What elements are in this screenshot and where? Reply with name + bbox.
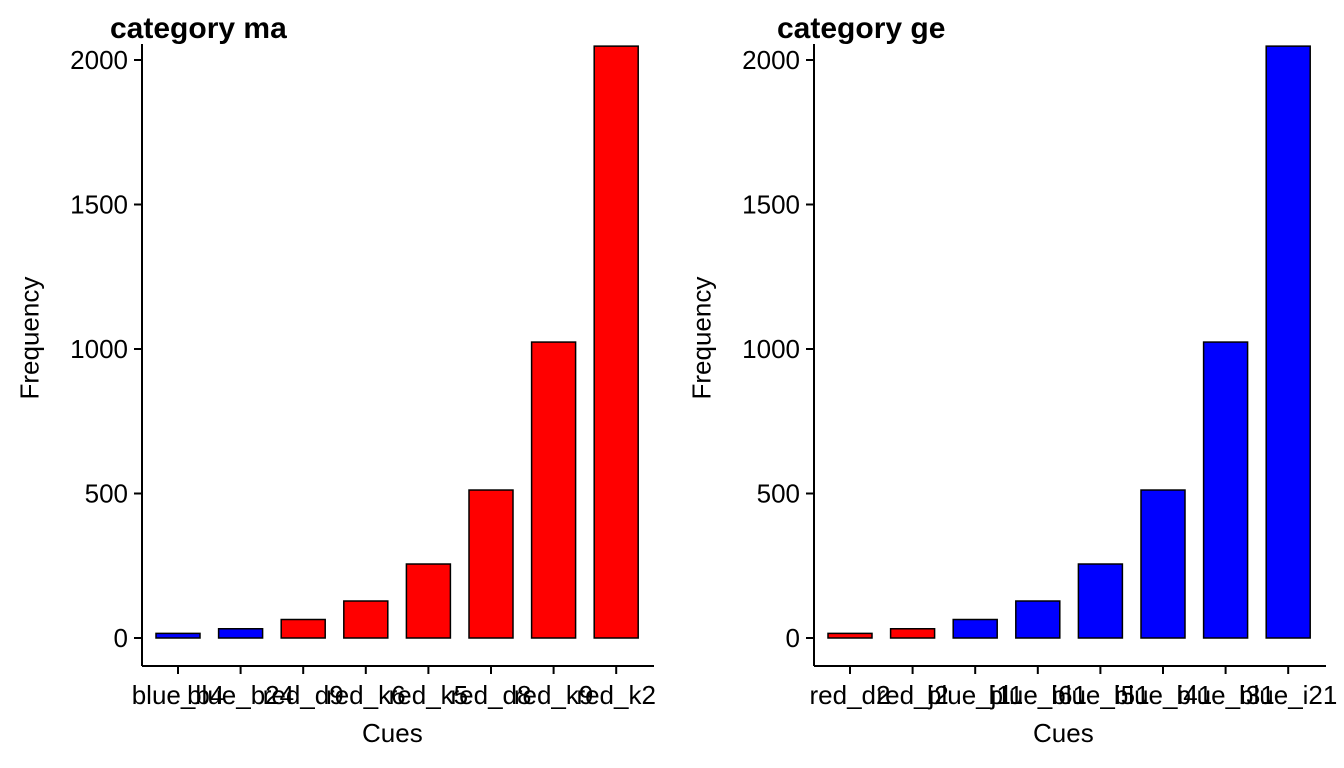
y-tick-label: 2000 [742,45,800,75]
x-axis-label: Cues [362,718,423,748]
y-axis-label: Frequency [14,276,45,400]
x-tick-label: blue_b4 [132,680,225,710]
bar [155,632,201,639]
bar [827,632,873,639]
x-tick-label: red_d8 [451,680,532,710]
chart-svg: 0500100015002000blue_b4blue_b24red_d9red… [70,44,656,710]
bar [952,618,998,639]
chart-panel-ma: category ma 0 500 1000 1500 2000 blue_b4 blue_… [14,12,656,748]
x-tick-label: blue_i61 [989,680,1087,710]
bar [530,341,577,639]
bar [1077,563,1124,639]
bar [1140,489,1186,639]
bar [593,45,639,639]
bar [343,600,389,639]
chart-title: category ge [777,12,946,45]
y-tick-label: 0 [786,623,800,653]
chart-title: category ma [110,12,287,45]
y-tick-label: 1000 [742,334,800,364]
x-tick-label: red_k6 [326,680,406,710]
x-tick-label: blue_i21 [1239,680,1337,710]
bar [1202,341,1249,639]
bar [889,628,936,639]
bar [1265,45,1311,639]
y-tick-label: 2000 [70,45,128,75]
y-axis-label: Frequency [686,276,717,400]
x-tick-label: blue_i41 [1114,680,1212,710]
bar [280,618,326,639]
y-tick-label: 1500 [70,190,128,220]
x-tick-label: blue_b24 [187,680,294,710]
y-tick-label: 1500 [742,190,800,220]
x-tick-label: red_d9 [263,680,344,710]
y-tick-label: 500 [757,479,800,509]
bar [217,628,264,639]
x-tick-label: blue_i31 [1176,680,1274,710]
bar [468,489,514,639]
chart-panel-ge: category ge 0 500 1000 1500 2000 red_d2 red_j2… [672,0,1344,768]
x-tick-label: red_d2 [810,680,891,710]
chart-svg: 0500100015002000red_d2red_j2blue_j11blue… [742,44,1337,710]
x-tick-label: red_j2 [876,680,948,710]
y-tick-label: 500 [85,479,128,509]
x-axis-label: Cues [1033,718,1094,748]
x-tick-label: red_k2 [576,680,656,710]
x-tick-label: blue_j11 [927,680,1023,710]
y-tick-label: 0 [114,623,128,653]
y-tick-label: 1000 [70,334,128,364]
bar [1015,600,1061,639]
x-tick-label: red_k9 [514,680,594,710]
x-tick-label: blue_i51 [1051,680,1149,710]
bar [405,563,452,639]
x-tick-label: red_k5 [389,680,469,710]
